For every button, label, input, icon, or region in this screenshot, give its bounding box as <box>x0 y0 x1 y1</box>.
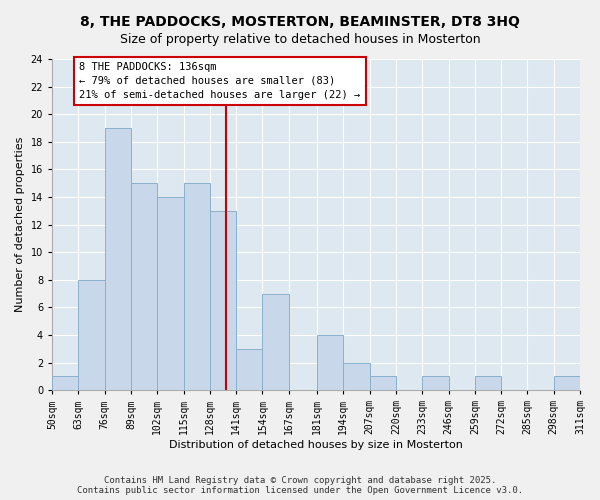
Bar <box>422 376 449 390</box>
Bar <box>317 335 343 390</box>
Text: Contains HM Land Registry data © Crown copyright and database right 2025.
Contai: Contains HM Land Registry data © Crown c… <box>77 476 523 495</box>
Bar <box>343 362 370 390</box>
Bar <box>475 376 501 390</box>
Bar <box>79 280 104 390</box>
Text: 8, THE PADDOCKS, MOSTERTON, BEAMINSTER, DT8 3HQ: 8, THE PADDOCKS, MOSTERTON, BEAMINSTER, … <box>80 15 520 29</box>
Bar <box>210 211 236 390</box>
Bar <box>554 376 580 390</box>
X-axis label: Distribution of detached houses by size in Mosterton: Distribution of detached houses by size … <box>169 440 463 450</box>
Bar <box>157 197 184 390</box>
Bar <box>262 294 289 390</box>
Bar <box>104 128 131 390</box>
Y-axis label: Number of detached properties: Number of detached properties <box>15 137 25 312</box>
Bar <box>236 349 262 390</box>
Text: 8 THE PADDOCKS: 136sqm
← 79% of detached houses are smaller (83)
21% of semi-det: 8 THE PADDOCKS: 136sqm ← 79% of detached… <box>79 62 361 100</box>
Bar <box>184 183 210 390</box>
Bar <box>52 376 79 390</box>
Bar <box>131 183 157 390</box>
Bar <box>370 376 396 390</box>
Text: Size of property relative to detached houses in Mosterton: Size of property relative to detached ho… <box>119 34 481 46</box>
